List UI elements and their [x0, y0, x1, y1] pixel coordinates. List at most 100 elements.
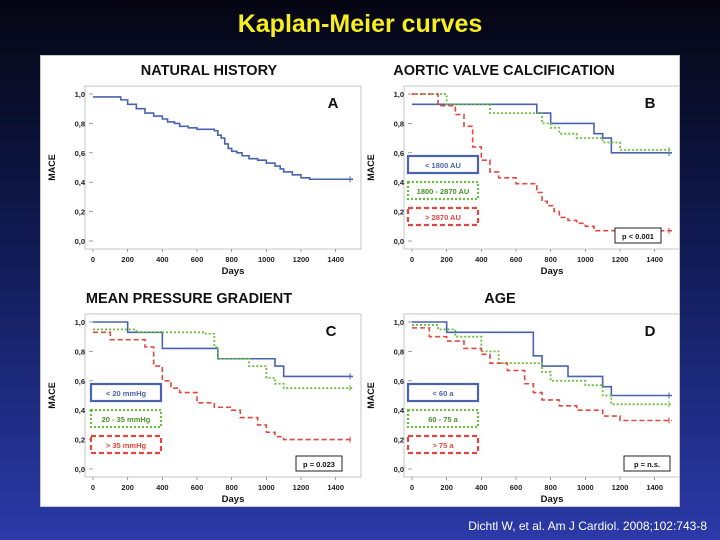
x-tick-label: 1200: [612, 483, 629, 492]
x-tick-label: 1400: [327, 483, 344, 492]
y-tick-label: 0,0: [75, 465, 85, 474]
x-tick-label: 200: [440, 483, 453, 492]
km-curve-blue: [93, 96, 353, 181]
chart-panel-d: AGE D 0,0 0,2 0,4 0,6 0,8 1,0 0 200 400 600 800 1000 1…: [366, 291, 679, 505]
legend-label: 20 - 35 mmHg: [102, 415, 151, 424]
y-tick-label: 0,6: [394, 149, 404, 158]
y-axis-label: MACE: [366, 382, 376, 409]
y-tick-label: 0,8: [75, 347, 85, 356]
y-tick-label: 0,2: [394, 436, 404, 445]
kaplan-meier-figure: NATURAL HISTORY A 0,0 0,2 0,4 0,6 0,8 1,0 0 200 40…: [47, 63, 679, 505]
panel-letter: B: [645, 95, 656, 112]
chart-title: AGE: [484, 291, 516, 307]
km-curve-red: [412, 93, 672, 232]
legend-box-green: [89, 408, 163, 429]
y-tick-label: 0,2: [75, 436, 85, 445]
x-tick-label: 200: [121, 255, 134, 264]
km-curve-green: [93, 328, 353, 390]
figure-panel-board: NATURAL HISTORY A 0,0 0,2 0,4 0,6 0,8 1,0 0 200 40…: [40, 55, 680, 507]
y-tick-label: 0,6: [75, 377, 85, 386]
y-tick-label: 0,2: [75, 208, 85, 217]
y-tick-label: 0,0: [75, 237, 85, 246]
p-value-box: [614, 227, 662, 244]
chart-title: NATURAL HISTORY: [141, 63, 278, 79]
x-tick-label: 1400: [646, 255, 663, 264]
km-curve-green: [412, 324, 672, 406]
p-value-label: p < 0.001: [622, 232, 654, 241]
km-curve-red: [412, 327, 672, 422]
legend-label: 60 - 75 a: [428, 415, 458, 424]
x-tick-label: 0: [91, 255, 95, 264]
chart-panel-a: NATURAL HISTORY A 0,0 0,2 0,4 0,6 0,8 1,0 0 200 40…: [47, 63, 362, 277]
km-curve-blue: [412, 321, 672, 397]
legend-box-blue: [89, 382, 163, 403]
legend-label: 1800 - 2870 AU: [417, 187, 470, 196]
legend-box-blue: [406, 382, 480, 403]
x-tick-label: 0: [410, 483, 414, 492]
y-tick-label: 1,0: [75, 90, 85, 99]
x-tick-label: 800: [225, 255, 238, 264]
x-tick-label: 800: [544, 255, 557, 264]
x-axis-label: Days: [222, 494, 245, 505]
citation: Dichtl W, et al. Am J Cardiol. 2008;102:…: [468, 519, 707, 533]
legend-box-green: [406, 408, 480, 429]
legend-box-blue: [406, 154, 480, 175]
x-tick-label: 0: [410, 255, 414, 264]
y-tick-label: 0,0: [394, 465, 404, 474]
legend-label: > 35 mmHg: [106, 441, 147, 450]
y-tick-label: 1,0: [394, 90, 404, 99]
chart-panel-b: AORTIC VALVE CALCIFICATION B 0,0 0,2 0,4 0,6 0…: [366, 63, 679, 277]
legend-box-red: [89, 434, 163, 455]
y-tick-label: 0,2: [394, 208, 404, 217]
plot-frame: [84, 85, 362, 250]
x-tick-label: 200: [121, 483, 134, 492]
km-curve-red: [93, 331, 353, 441]
y-tick-label: 0,6: [394, 377, 404, 386]
chart-title: AORTIC VALVE CALCIFICATION: [393, 63, 615, 79]
y-tick-label: 0,8: [75, 119, 85, 128]
x-tick-label: 1400: [646, 483, 663, 492]
x-axis-label: Days: [222, 266, 245, 277]
y-tick-label: 0,0: [394, 237, 404, 246]
panel-letter: D: [645, 323, 656, 340]
x-tick-label: 600: [510, 255, 523, 264]
x-tick-label: 400: [156, 255, 169, 264]
p-value-label: p = n.s.: [634, 460, 660, 469]
p-value-box: [295, 455, 343, 472]
plot-frame: [84, 313, 362, 478]
y-tick-label: 0,6: [75, 149, 85, 158]
legend-box-green: [406, 180, 480, 201]
x-tick-label: 1200: [612, 255, 629, 264]
legend-label: > 2870 AU: [425, 213, 461, 222]
y-tick-label: 0,4: [75, 178, 86, 187]
x-tick-label: 400: [156, 483, 169, 492]
legend-label: < 60 a: [432, 389, 454, 398]
x-axis-label: Days: [541, 266, 564, 277]
y-tick-label: 0,4: [394, 178, 405, 187]
y-tick-label: 1,0: [394, 318, 404, 327]
p-value-label: p = 0.023: [303, 460, 335, 469]
chart-panel-c: MEAN PRESSURE GRADIENT C 0,0 0,2 0,4 0,6 0,8 1,…: [47, 291, 362, 505]
x-tick-label: 1000: [577, 255, 594, 264]
x-tick-label: 600: [191, 483, 204, 492]
x-tick-label: 400: [475, 483, 488, 492]
x-tick-label: 0: [91, 483, 95, 492]
x-tick-label: 800: [544, 483, 557, 492]
y-tick-label: 0,8: [394, 347, 404, 356]
km-curve-blue: [412, 103, 672, 154]
y-tick-label: 0,4: [394, 406, 405, 415]
legend-label: > 75 a: [432, 441, 454, 450]
y-tick-label: 0,8: [394, 119, 404, 128]
y-axis-label: MACE: [47, 382, 57, 409]
x-tick-label: 400: [475, 255, 488, 264]
x-tick-label: 600: [510, 483, 523, 492]
y-axis-label: MACE: [366, 154, 376, 181]
slide-title: Kaplan-Meier curves: [237, 10, 483, 38]
x-tick-label: 1200: [293, 255, 310, 264]
km-curve-green: [412, 93, 672, 151]
x-tick-label: 200: [440, 255, 453, 264]
x-tick-label: 600: [191, 255, 204, 264]
y-axis-label: MACE: [47, 154, 57, 181]
x-tick-label: 1400: [327, 255, 344, 264]
panel-letter: C: [326, 323, 337, 340]
